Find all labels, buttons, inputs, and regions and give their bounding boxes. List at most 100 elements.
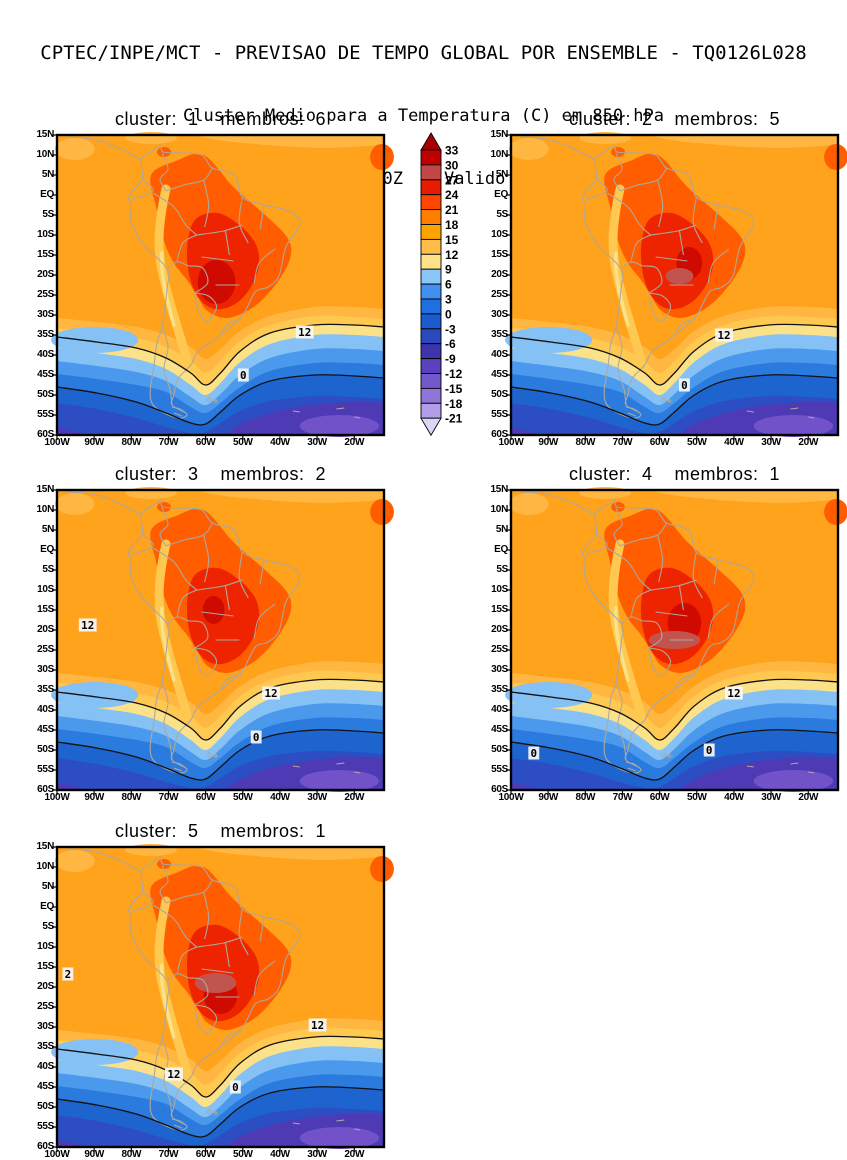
lat-label: 45S <box>491 369 508 380</box>
contour-label: 0 <box>528 746 540 760</box>
contour-line-12 <box>56 678 385 741</box>
lon-label: 30W <box>307 1149 327 1160</box>
lat-label: 30S <box>37 664 54 675</box>
lat-label: 10N <box>490 149 509 160</box>
lat-label: 45S <box>37 1081 54 1092</box>
contour-label: 0 <box>678 378 690 392</box>
lon-label: 40W <box>270 1149 290 1160</box>
panel-cluster-4: cluster: 4 membros: 1 12 0 0 15N 10N 5N EQ 5S 10S… <box>491 464 847 803</box>
lat-label: 20S <box>491 269 508 280</box>
svg-text:12: 12 <box>81 619 94 632</box>
map-frame <box>55 488 386 792</box>
svg-text:2: 2 <box>65 968 72 981</box>
lon-label: 100W <box>44 437 70 448</box>
lon-label: 50W <box>232 437 253 448</box>
lat-label: 50S <box>37 389 54 400</box>
svg-text:12: 12 <box>727 687 740 700</box>
lat-label: 15N <box>36 129 55 140</box>
lon-label: 20W <box>344 437 365 448</box>
contour-line-0 <box>56 374 385 426</box>
temperature-map: 12 0 0 <box>505 487 847 795</box>
panel-cluster-2: cluster: 2 membros: 5 12 0 15N 10N 5N EQ 5S 10S 1… <box>491 109 847 448</box>
lon-label: 50W <box>686 792 707 803</box>
lat-label: 10N <box>490 504 509 515</box>
lon-label: 20W <box>798 792 819 803</box>
contour-label: 12 <box>308 1018 327 1032</box>
lon-label: 40W <box>270 792 290 803</box>
colorbar-tick: 24 <box>445 188 459 202</box>
colorbar-tick: 30 <box>445 158 459 172</box>
lat-label: 55S <box>37 1121 54 1132</box>
contour-line-12 <box>510 323 839 386</box>
lat-label: 20S <box>491 624 508 635</box>
lon-label: 100W <box>498 792 524 803</box>
lat-label: 25S <box>491 289 508 300</box>
lat-label: 15N <box>490 484 509 495</box>
svg-text:12: 12 <box>717 329 730 342</box>
contour-line-0 <box>510 374 839 426</box>
lat-label: 15N <box>36 841 55 852</box>
lat-label: 35S <box>37 1041 54 1052</box>
svg-text:12: 12 <box>311 1019 324 1032</box>
lat-label: 35S <box>491 329 508 340</box>
lat-label: 5S <box>42 564 54 575</box>
colorbar-tick: 21 <box>445 203 459 217</box>
lat-label: 60S <box>491 784 508 795</box>
lat-label: 50S <box>491 389 508 400</box>
lat-label: 35S <box>37 684 54 695</box>
figure-subtitle: Cluster Medio para a Temperatura (C) em … <box>182 106 665 126</box>
colorbar-tick: 9 <box>445 263 452 277</box>
svg-text:12: 12 <box>264 687 277 700</box>
lon-label: 70W <box>612 792 633 803</box>
lat-label: 15S <box>37 249 54 260</box>
lon-label: 30W <box>761 792 781 803</box>
figure-title: CPTEC/INPE/MCT - PREVISAO DE TEMPO GLOBA… <box>40 42 807 64</box>
contour-line-0 <box>56 1086 385 1138</box>
lat-label: 25S <box>37 1001 54 1012</box>
svg-text:0: 0 <box>232 1081 239 1094</box>
temperature-map: 12 12 0 <box>51 487 394 795</box>
lat-label: 40S <box>37 704 54 715</box>
panel-title: cluster: 3 membros: 2 <box>114 464 327 484</box>
lat-label: 5N <box>41 169 54 180</box>
contour-label: 12 <box>262 686 280 700</box>
colorbar-tick: -6 <box>445 337 456 351</box>
lon-label: 90W <box>538 792 558 803</box>
lat-label: EQ <box>40 901 54 912</box>
lon-label: 80W <box>121 437 142 448</box>
lat-label: 50S <box>37 744 54 755</box>
lon-label: 70W <box>612 437 633 448</box>
lon-label: 90W <box>84 437 104 448</box>
lat-label: EQ <box>40 544 54 555</box>
lon-label: 100W <box>44 1149 70 1160</box>
lon-label: 50W <box>686 437 707 448</box>
lat-label: 10N <box>36 861 55 872</box>
lon-label: 20W <box>344 1149 365 1160</box>
contour-label: 12 <box>295 325 314 339</box>
lon-label: 90W <box>84 1149 104 1160</box>
temperature-map: 12 0 <box>51 132 394 440</box>
map-frame <box>509 133 840 437</box>
lat-label: 40S <box>491 704 508 715</box>
lon-label: 80W <box>121 792 142 803</box>
svg-text:0: 0 <box>706 744 713 757</box>
lat-label: 30S <box>491 664 508 675</box>
svg-text:12: 12 <box>298 326 311 339</box>
contour-label: 12 <box>715 328 733 342</box>
lat-label: 10N <box>36 149 55 160</box>
lat-label: 60S <box>37 784 54 795</box>
lat-label: 25S <box>37 289 54 300</box>
panel-cluster-5: cluster: 5 membros: 1 2 12 12 0 15N 10N 5N EQ 5S 1… <box>37 821 394 1160</box>
temperature-map: 12 0 <box>505 132 847 440</box>
lat-label: 25S <box>37 644 54 655</box>
lat-label: 5N <box>41 881 54 892</box>
lon-label: 40W <box>270 437 290 448</box>
lat-label: 20S <box>37 981 54 992</box>
lat-label: EQ <box>494 189 508 200</box>
lon-label: 60W <box>195 792 216 803</box>
lat-label: 20S <box>37 269 54 280</box>
lat-label: 40S <box>37 349 54 360</box>
lon-label: 30W <box>761 437 781 448</box>
lat-label: 5S <box>42 921 54 932</box>
